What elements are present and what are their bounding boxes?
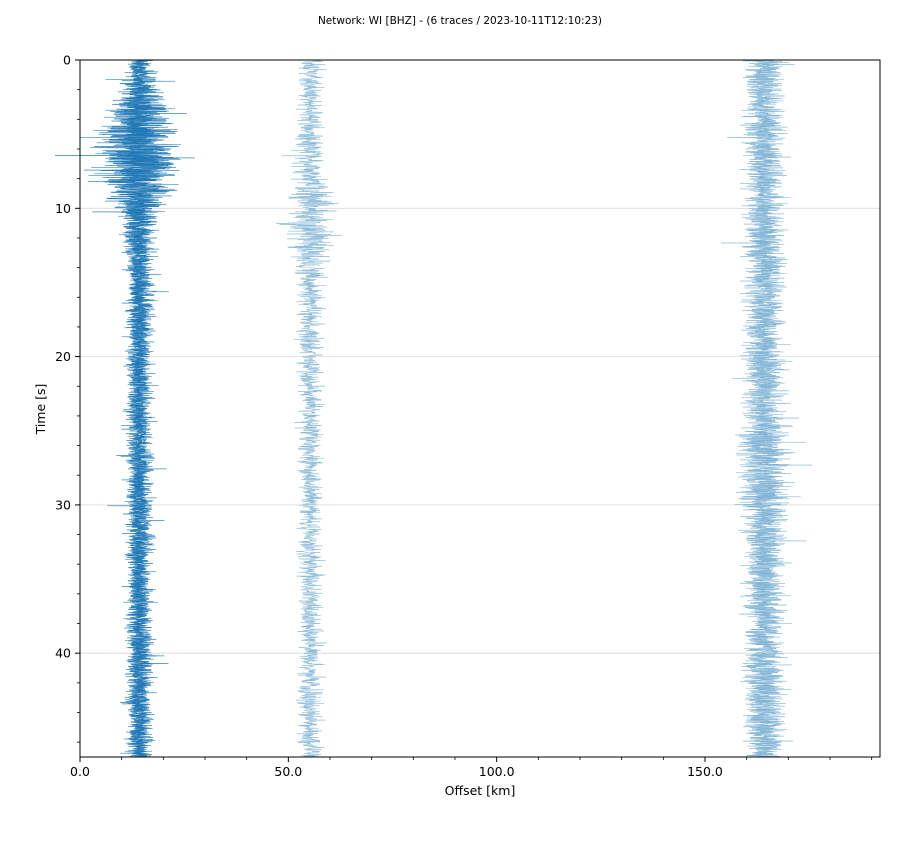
- x-tick-label: 50.0: [274, 764, 302, 779]
- y-tick-label: 0: [63, 53, 71, 68]
- y-tick-label: 30: [55, 497, 71, 512]
- seismic-trace: [720, 59, 813, 758]
- x-axis-label: Offset [km]: [445, 783, 516, 798]
- trace-group: [54, 59, 813, 758]
- y-tick-label: 40: [55, 646, 71, 661]
- y-axis-label: Time [s]: [33, 384, 48, 436]
- seismic-trace: [275, 59, 342, 758]
- plot-frame: [79, 59, 881, 758]
- seismic-trace: [93, 59, 195, 758]
- seismic-trace: [727, 59, 807, 758]
- grid-lines: [80, 207, 880, 654]
- seismic-trace: [101, 59, 168, 758]
- y-tick-label: 20: [55, 349, 71, 364]
- chart-title: Network: WI [BHZ] - (6 traces / 2023-10-…: [318, 15, 602, 27]
- x-tick-label: 150.0: [687, 764, 723, 779]
- y-axis: 0 10 20 30 40: [55, 53, 80, 743]
- x-tick-label: 0.0: [70, 764, 90, 779]
- y-tick-label: 10: [55, 201, 71, 216]
- x-axis: 0.0 50.0 100.0 150.0: [70, 757, 873, 779]
- x-tick-label: 100.0: [479, 764, 515, 779]
